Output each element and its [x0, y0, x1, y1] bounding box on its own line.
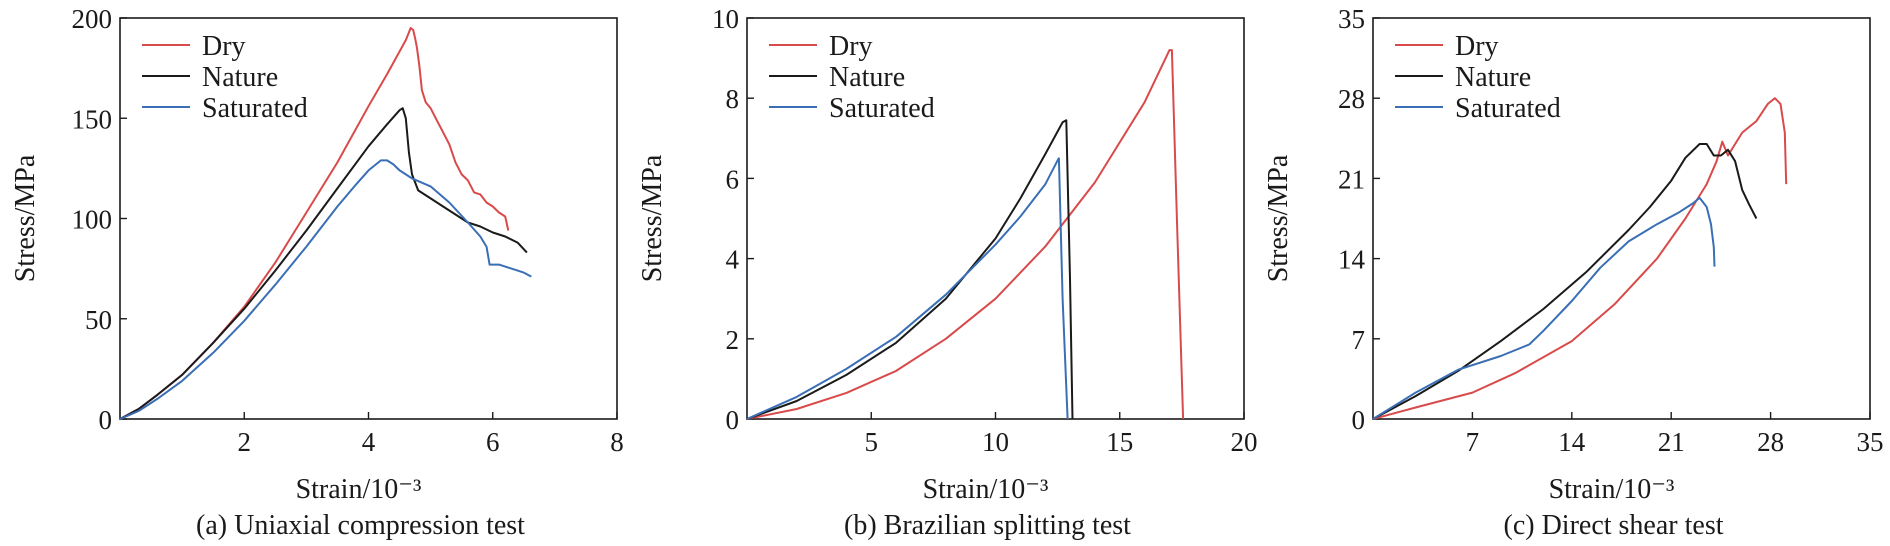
y-axis-title: Stress/MPa	[637, 154, 668, 282]
x-axis-title: Strain/10⁻³	[923, 474, 1049, 505]
y-tick-label: 50	[85, 305, 112, 335]
series-line-saturated	[1372, 196, 1716, 420]
x-tick-label: 2	[238, 427, 252, 457]
series-line-saturated	[746, 157, 1069, 420]
y-tick-label: 28	[1338, 84, 1365, 114]
x-axis-title: Strain/10⁻³	[1549, 474, 1675, 505]
y-tick-label: 100	[72, 205, 113, 235]
y-tick-label: 7	[1352, 325, 1366, 355]
y-tick-label: 200	[72, 4, 113, 34]
series-line-dry	[119, 27, 510, 420]
x-tick-label: 14	[1558, 427, 1586, 457]
legend-label-nature: Nature	[829, 62, 905, 93]
panel-uniaxial-compression: (a) Uniaxial compression test Strain/10⁻…	[10, 4, 624, 541]
y-tick-label: 21	[1338, 164, 1365, 194]
x-tick-label: 20	[1231, 427, 1258, 457]
legend-label-dry: Dry	[1455, 31, 1499, 62]
legend-label-dry: Dry	[829, 31, 873, 62]
x-tick-label: 7	[1466, 427, 1480, 457]
x-tick-label: 8	[610, 427, 624, 457]
series-line-nature	[1372, 143, 1758, 420]
chart-caption: (c) Direct shear test	[1504, 510, 1724, 541]
y-tick-label: 14	[1338, 245, 1366, 275]
x-tick-label: 15	[1106, 427, 1133, 457]
series-line-nature	[746, 119, 1074, 420]
series-line-dry	[1372, 97, 1788, 420]
y-tick-label: 8	[726, 84, 740, 114]
plot-frame	[119, 17, 618, 420]
x-tick-label: 10	[982, 427, 1009, 457]
y-tick-label: 150	[72, 104, 113, 134]
legend-label-nature: Nature	[1455, 62, 1531, 93]
y-tick-label: 10	[712, 4, 739, 34]
y-axis-title: Stress/MPa	[10, 154, 41, 282]
legend-label-saturated: Saturated	[829, 93, 935, 124]
x-tick-label: 21	[1658, 427, 1685, 457]
x-tick-label: 5	[865, 427, 879, 457]
legend-label-saturated: Saturated	[1455, 93, 1561, 124]
x-tick-label: 4	[362, 427, 376, 457]
x-tick-label: 6	[486, 427, 500, 457]
series-line-nature	[119, 107, 528, 420]
legend-label-dry: Dry	[202, 31, 246, 62]
chart-caption: (a) Uniaxial compression test	[196, 510, 525, 541]
chart-caption: (b) Brazilian splitting test	[844, 510, 1131, 541]
x-axis-title: Strain/10⁻³	[296, 474, 422, 505]
y-tick-label: 6	[726, 164, 740, 194]
y-tick-label: 4	[726, 245, 740, 275]
y-tick-label: 2	[726, 325, 740, 355]
legend: Dry Nature Saturated	[1455, 31, 1561, 124]
series-line-saturated	[119, 159, 532, 420]
panel-brazilian-splitting: (b) Brazilian splitting test Strain/10⁻³…	[637, 4, 1258, 541]
x-tick-label: 35	[1857, 427, 1884, 457]
y-axis-title: Stress/MPa	[1263, 154, 1294, 282]
plot-frame	[746, 17, 1245, 420]
series-line-dry	[746, 49, 1185, 420]
y-tick-label: 35	[1338, 4, 1365, 34]
x-tick-label: 28	[1757, 427, 1784, 457]
y-tick-label: 0	[99, 405, 113, 435]
y-tick-label: 0	[726, 405, 740, 435]
legend-label-saturated: Saturated	[202, 93, 308, 124]
panel-direct-shear: (c) Direct shear test Strain/10⁻³ Stress…	[1263, 4, 1884, 541]
y-tick-label: 0	[1352, 405, 1366, 435]
legend-label-nature: Nature	[202, 62, 278, 93]
legend: Dry Nature Saturated	[829, 31, 935, 124]
plot-frame	[1372, 17, 1871, 420]
legend: Dry Nature Saturated	[202, 31, 308, 124]
